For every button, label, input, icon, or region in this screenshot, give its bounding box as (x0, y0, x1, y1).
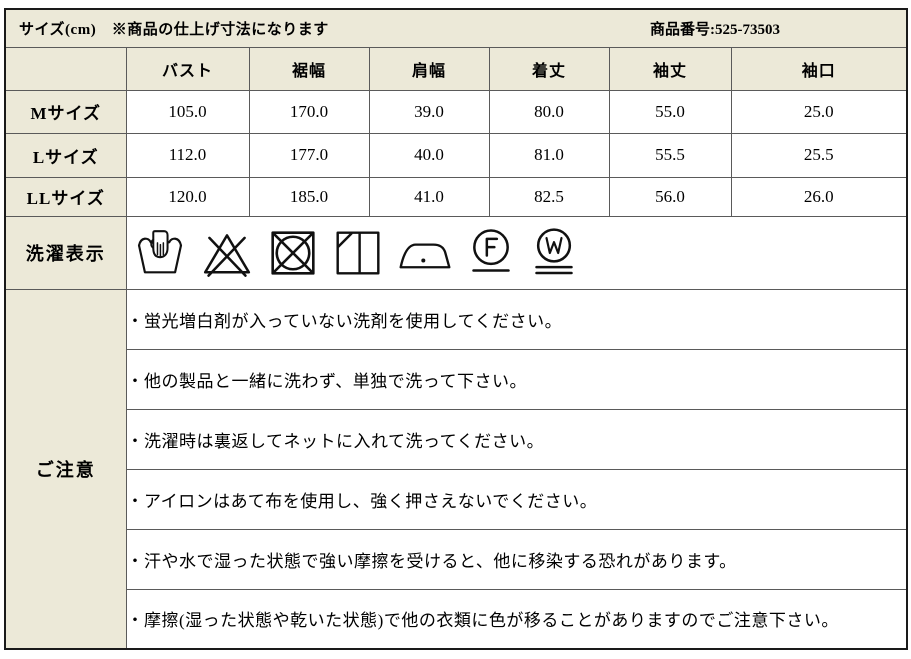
table-row: サイズ(cm) ※商品の仕上げ寸法になります 商品番号:525-73503 (4, 8, 908, 48)
size-value: 82.5 (488, 176, 610, 217)
table-row: 洗濯表示 (4, 215, 908, 290)
table-row: ご注意 ・蛍光増白剤が入っていない洗剤を使用してください。 (4, 288, 908, 650)
shade-hang-dry-icon (335, 230, 380, 275)
column-header-shoulder-width: 肩幅 (368, 46, 490, 91)
size-row-label-m: Mサイズ (4, 89, 127, 134)
size-value: 177.0 (248, 132, 370, 178)
size-value: 40.0 (368, 132, 490, 178)
size-value: 39.0 (368, 89, 490, 134)
size-chart-title: サイズ(cm) ※商品の仕上げ寸法になります (19, 21, 329, 38)
size-value: 112.0 (125, 132, 250, 178)
column-header-cuff: 袖口 (730, 46, 908, 91)
table-row: ・汗や水で湿った状態で強い摩擦を受けると、他に移染する恐れがあります。 (5, 528, 908, 590)
note-item: ・アイロンはあて布を使用し、強く押さえないでください。 (125, 468, 908, 530)
table-row: ・他の製品と一緒に洗わず、単独で洗って下さい。 (5, 348, 908, 410)
care-symbols-row (127, 227, 906, 279)
care-symbols-label: 洗濯表示 (4, 215, 127, 290)
table-row: ・アイロンはあて布を使用し、強く押さえないでください。 (5, 468, 908, 530)
note-item: ・蛍光増白剤が入っていない洗剤を使用してください。 (125, 288, 908, 350)
do-not-bleach-icon (203, 233, 250, 277)
size-value: 26.0 (730, 176, 908, 217)
table-row: Lサイズ 112.0 177.0 40.0 81.0 55.5 25.5 (4, 132, 908, 178)
column-header-hem-width: 裾幅 (248, 46, 370, 91)
size-value: 25.0 (730, 89, 908, 134)
table-row: Mサイズ 105.0 170.0 39.0 80.0 55.0 25.0 (4, 89, 908, 134)
size-value: 55.5 (608, 132, 732, 178)
size-value: 56.0 (608, 176, 732, 217)
table-row: ・摩擦(湿った状態や乾いた状態)で他の衣類に色が移ることがありますのでご注意下さ… (5, 588, 908, 650)
size-value: 55.0 (608, 89, 732, 134)
size-value: 170.0 (248, 89, 370, 134)
corner-cell (4, 46, 127, 91)
note-item: ・摩擦(湿った状態や乾いた状態)で他の衣類に色が移ることがありますのでご注意下さ… (125, 588, 908, 650)
care-symbols-cell (125, 215, 908, 290)
column-header-length: 着丈 (488, 46, 610, 91)
size-row-label-ll: LLサイズ (4, 176, 127, 217)
table-row: LLサイズ 120.0 185.0 41.0 82.5 56.0 26.0 (4, 176, 908, 217)
size-spec-table: サイズ(cm) ※商品の仕上げ寸法になります 商品番号:525-73503 バス… (4, 8, 909, 650)
column-header-sleeve-length: 袖丈 (608, 46, 732, 91)
table-row: バスト 裾幅 肩幅 着丈 袖丈 袖口 (4, 46, 908, 91)
size-value: 25.5 (730, 132, 908, 178)
dry-clean-f-gentle-icon (471, 228, 510, 272)
size-value: 41.0 (368, 176, 490, 217)
table-header: サイズ(cm) ※商品の仕上げ寸法になります 商品番号:525-73503 (6, 18, 906, 39)
size-value: 120.0 (125, 176, 250, 217)
size-row-label-l: Lサイズ (4, 132, 127, 178)
column-header-bust: バスト (125, 46, 250, 91)
size-value: 105.0 (125, 89, 250, 134)
product-number: 商品番号:525-73503 (650, 21, 781, 38)
table-header-cell: サイズ(cm) ※商品の仕上げ寸法になります 商品番号:525-73503 (4, 8, 908, 48)
note-item: ・汗や水で湿った状態で強い摩擦を受けると、他に移染する恐れがあります。 (125, 528, 908, 590)
notes-label: ご注意 (4, 288, 127, 650)
iron-low-heat-icon (399, 242, 450, 268)
size-value: 185.0 (248, 176, 370, 217)
table-row: ・洗濯時は裏返してネットに入れて洗ってください。 (5, 408, 908, 470)
note-item: ・洗濯時は裏返してネットに入れて洗ってください。 (125, 408, 908, 470)
size-value: 80.0 (488, 89, 610, 134)
size-value: 81.0 (488, 132, 610, 178)
note-item: ・他の製品と一緒に洗わず、単独で洗って下さい。 (125, 348, 908, 410)
wet-clean-very-gentle-icon (534, 227, 573, 274)
hand-wash-icon (137, 229, 182, 273)
do-not-tumble-dry-icon (270, 230, 315, 275)
